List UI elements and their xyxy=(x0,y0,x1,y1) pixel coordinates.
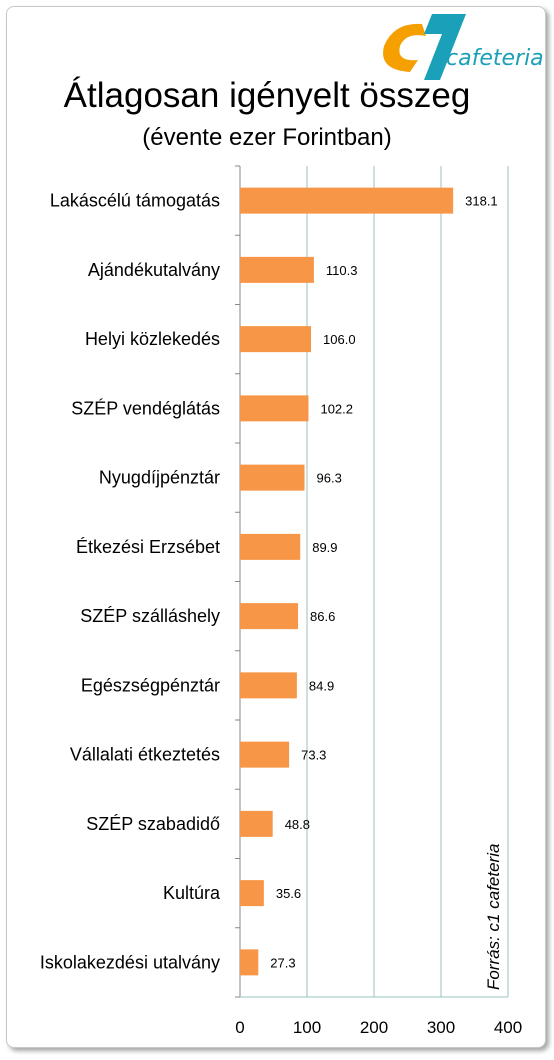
bar xyxy=(240,880,264,907)
data-label: 106.0 xyxy=(323,332,356,347)
category-label: Ajándékutalvány xyxy=(88,260,220,280)
bar xyxy=(240,187,454,214)
data-label: 318.1 xyxy=(465,194,498,209)
data-label: 110.3 xyxy=(326,263,358,278)
bar xyxy=(240,672,297,699)
data-label: 96.3 xyxy=(317,471,342,486)
bar xyxy=(240,741,290,768)
data-label: 86.6 xyxy=(310,609,335,624)
category-label: Étkezési Erzsébet xyxy=(76,537,220,557)
category-label: SZÉP vendéglátás xyxy=(71,398,220,418)
bar xyxy=(240,533,301,560)
category-label: Iskolakezdési utalvány xyxy=(40,952,220,972)
bar xyxy=(240,256,314,283)
category-label: Egészségpénztár xyxy=(81,675,220,695)
c1-logo-icon xyxy=(383,14,466,80)
category-label: Nyugdíjpénztár xyxy=(99,468,220,488)
source-note: Forrás: c1 cafeteria xyxy=(484,843,503,990)
x-tick-label: 200 xyxy=(360,1018,388,1037)
category-label: Helyi közlekedés xyxy=(85,329,220,349)
x-tick-label: 0 xyxy=(235,1018,244,1037)
bar xyxy=(240,949,259,976)
x-tick-label: 400 xyxy=(494,1018,522,1037)
category-label: Kultúra xyxy=(163,883,221,903)
category-label: SZÉP szabadidő xyxy=(86,814,220,834)
category-label: Vállalati étkeztetés xyxy=(70,745,220,765)
bar xyxy=(240,464,305,491)
x-tick-label: 100 xyxy=(293,1018,321,1037)
chart-subtitle: (évente ezer Forintban) xyxy=(142,124,392,151)
bar xyxy=(240,326,312,353)
bar xyxy=(240,603,299,630)
category-label: Lakáscélú támogatás xyxy=(50,191,220,211)
logo-text: cafeteria xyxy=(446,46,544,71)
data-label: 102.2 xyxy=(320,401,353,416)
x-tick-label: 300 xyxy=(427,1018,455,1037)
bar xyxy=(240,810,273,837)
data-label: 73.3 xyxy=(301,748,326,763)
data-label: 27.3 xyxy=(270,955,295,970)
chart-title: Átlagosan igényelt összeg xyxy=(63,76,471,115)
chart-frame xyxy=(6,6,546,1048)
category-label: SZÉP szálláshely xyxy=(80,606,220,626)
data-label: 84.9 xyxy=(309,678,334,693)
bar xyxy=(240,395,309,422)
data-label: 89.9 xyxy=(312,540,337,555)
data-label: 48.8 xyxy=(285,817,310,832)
data-label: 35.6 xyxy=(276,886,301,901)
